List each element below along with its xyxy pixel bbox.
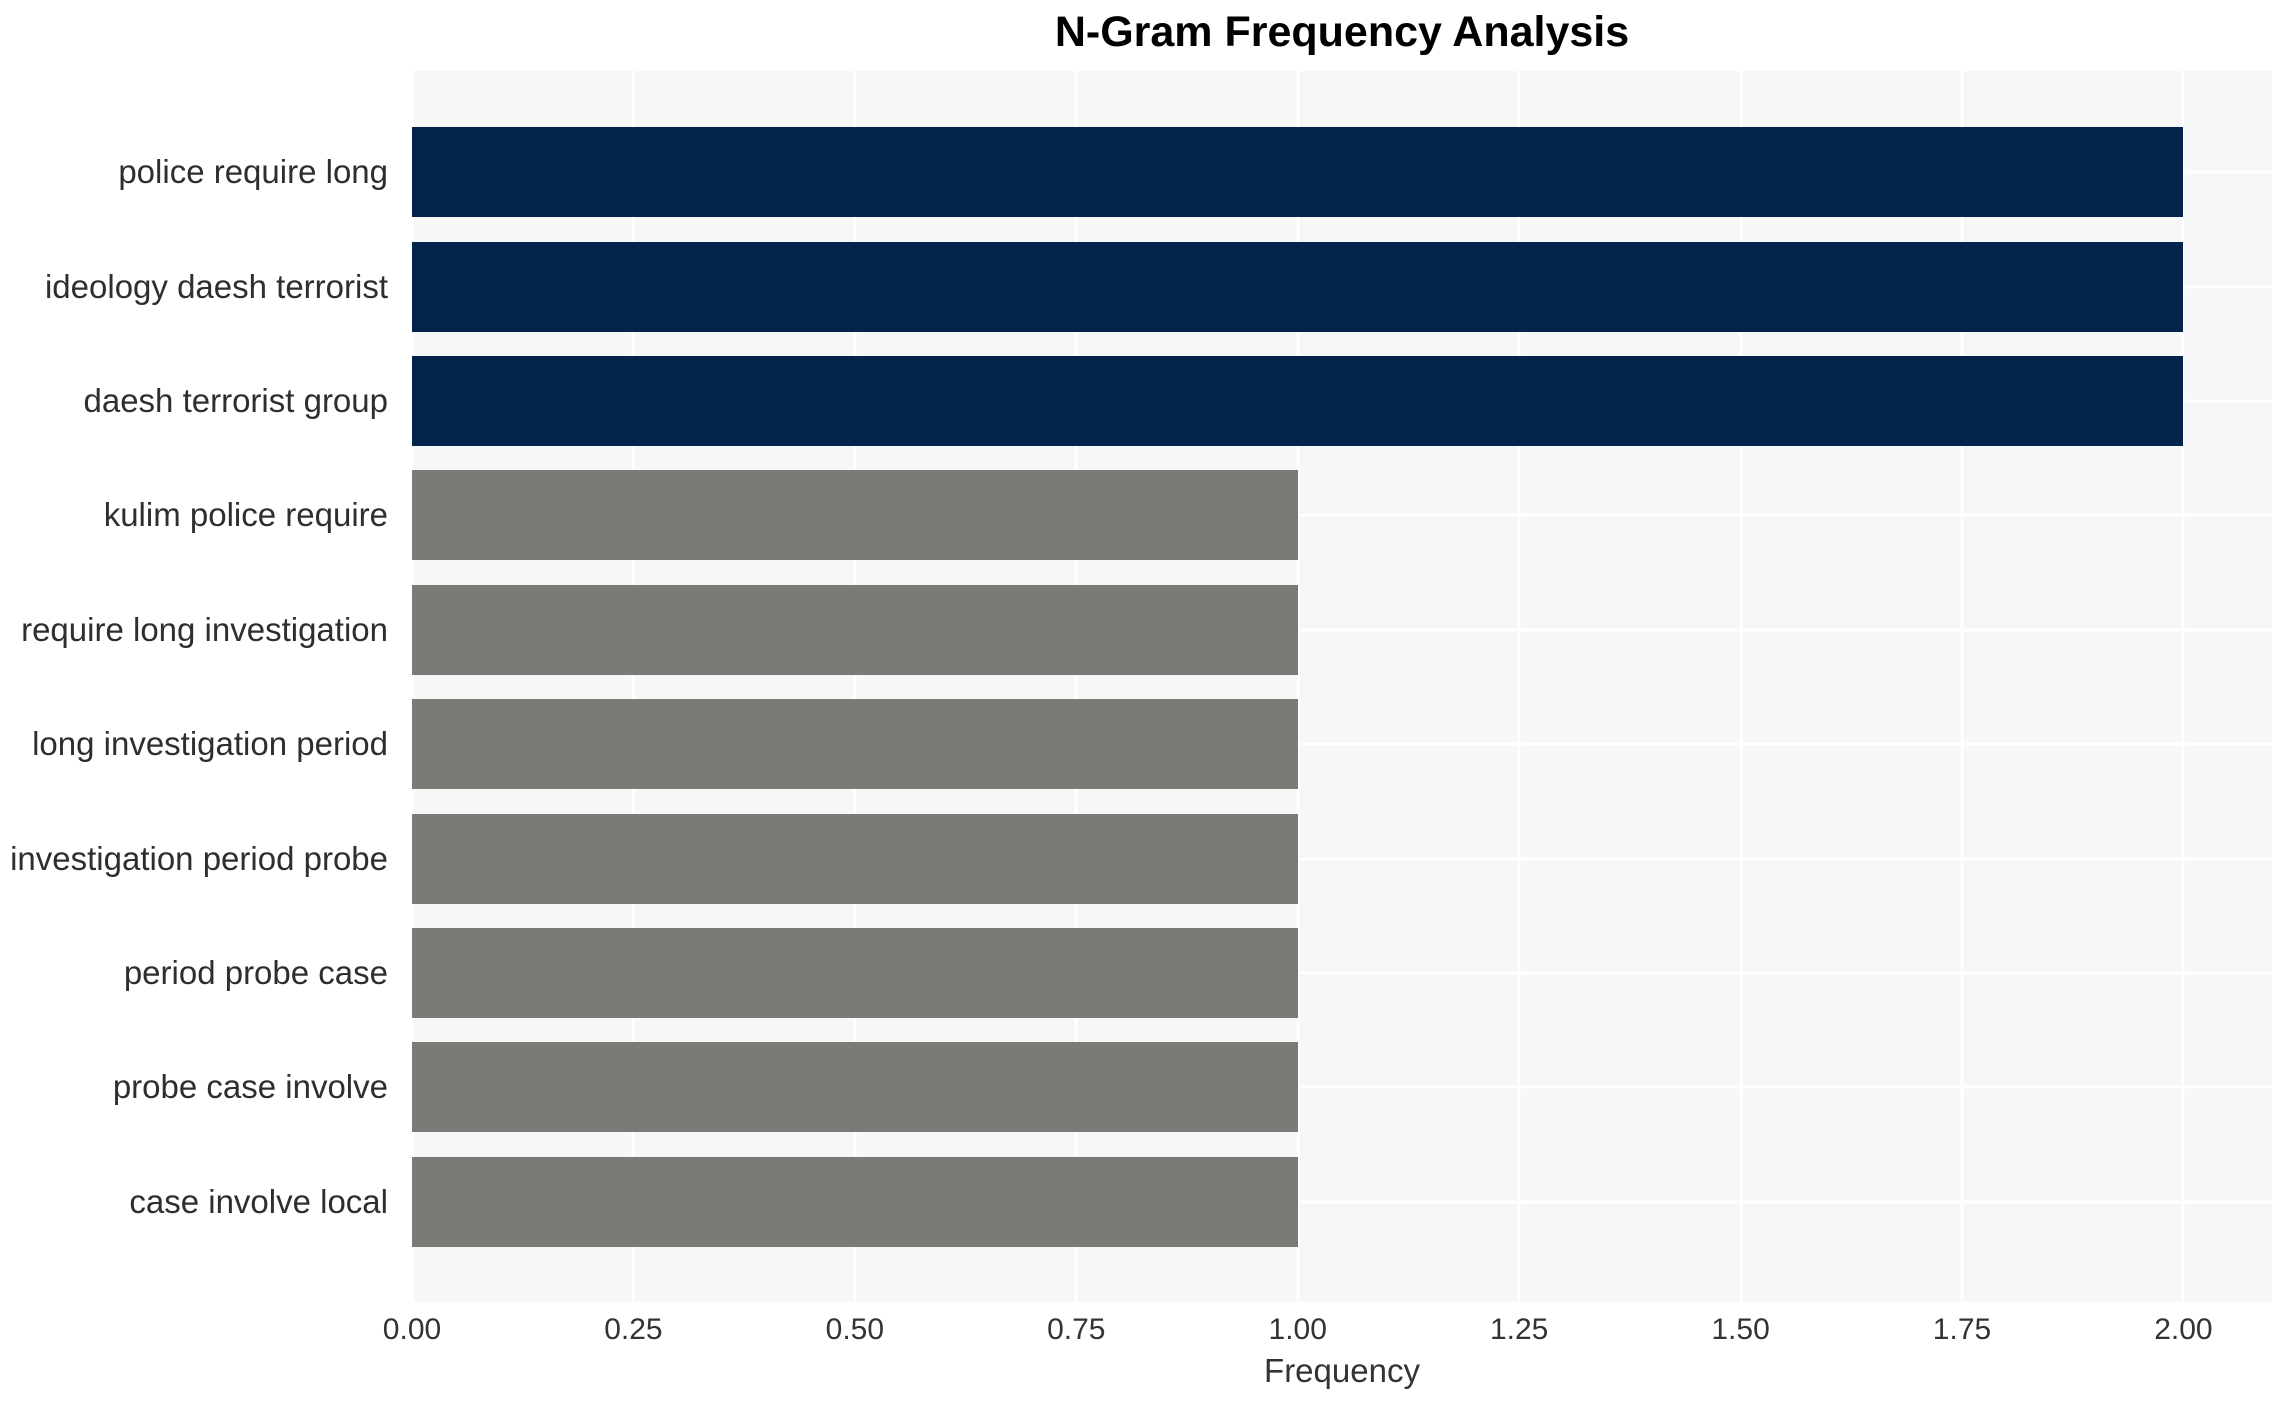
category-label: long investigation period (32, 725, 388, 763)
x-tick-label: 1.75 (1932, 1313, 1992, 1346)
x-tick-label: 1.00 (1268, 1313, 1327, 1346)
y-gridline (412, 1200, 2272, 1204)
category-label: kulim police require (103, 496, 388, 534)
x-gridline (1960, 71, 1964, 1302)
frequency-bar (412, 241, 2184, 332)
y-gridline (412, 742, 2272, 746)
x-gridline (1074, 71, 1078, 1302)
x-tick-label: 0.25 (604, 1313, 663, 1346)
category-label: ideology daesh terrorist (44, 267, 388, 305)
x-gridline (1517, 71, 1521, 1302)
x-tick-label: 2.00 (2154, 1313, 2213, 1346)
category-label: investigation period probe (10, 839, 388, 877)
x-gridline (853, 71, 857, 1302)
frequency-bar (412, 928, 1298, 1018)
x-axis-tick-labels: 0.00 0.25 0.50 0.75 1.00 1.25 1.50 1.75 2.00 (383, 1313, 2272, 1353)
frequency-bar (412, 699, 1298, 790)
category-label: period probe case (123, 954, 388, 991)
x-gridline (2181, 71, 2185, 1302)
frequency-bar (412, 1042, 1298, 1133)
x-tick-label: 0.50 (825, 1313, 885, 1346)
y-axis-labels: police require long ideology daesh terror… (0, 71, 400, 1302)
category-label: daesh terrorist group (83, 382, 389, 419)
x-gridline (631, 71, 635, 1302)
plot-area (412, 71, 2272, 1302)
y-gridline (412, 971, 2272, 975)
frequency-bar (412, 584, 1298, 675)
x-axis-title: Frequency (1264, 1352, 1420, 1389)
frequency-bar (412, 356, 2184, 446)
category-label: police require long (118, 153, 388, 191)
frequency-bar (412, 470, 1298, 561)
chart-title: N-Gram Frequency Analysis (1054, 8, 1630, 56)
y-gridline (412, 857, 2272, 861)
y-gridline (412, 513, 2272, 517)
frequency-bar (412, 1156, 1298, 1247)
x-gridline (412, 71, 414, 1302)
frequency-bar (412, 813, 1298, 904)
category-label: require long investigation (21, 610, 388, 648)
y-gridline (412, 628, 2272, 632)
x-gridline (1739, 71, 1743, 1302)
x-tick-label: 0.75 (1047, 1313, 1106, 1346)
y-gridline (412, 1085, 2272, 1089)
x-tick-label: 1.50 (1711, 1313, 1770, 1346)
x-gridline (1296, 71, 1300, 1302)
x-tick-label: 0.00 (382, 1313, 442, 1346)
x-tick-label: 1.25 (1489, 1313, 1549, 1346)
frequency-bar (412, 127, 2184, 218)
category-label: probe case involve (112, 1068, 388, 1106)
category-label: case involve local (129, 1182, 388, 1220)
